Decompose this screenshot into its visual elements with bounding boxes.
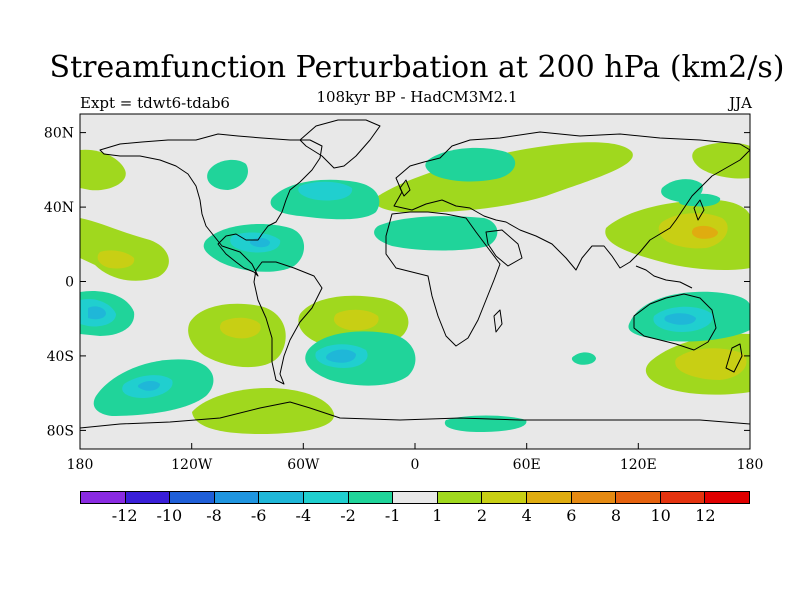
colorbar-swatch — [125, 492, 171, 503]
coast-africa — [385, 211, 501, 347]
coast-madagascar — [493, 309, 503, 333]
contour-fills — [80, 119, 750, 434]
coast-north-america — [99, 133, 323, 277]
colorbar-swatch — [81, 492, 126, 503]
colorbar-swatch — [437, 492, 483, 503]
lon-label-120w: 120W — [171, 457, 213, 473]
coast-australia — [633, 293, 717, 351]
colorbar-label: -10 — [156, 506, 183, 525]
lat-label-80n: 80N — [44, 126, 74, 142]
map-subtitle: 108kyr BP - HadCM3M2.1 — [316, 88, 518, 106]
colorbar-swatch — [660, 492, 706, 503]
coast-eurasia — [393, 131, 750, 271]
coast-indonesia — [635, 265, 693, 289]
colorbar-label: -2 — [340, 506, 356, 525]
colorbar-swatch — [616, 492, 661, 503]
lat-label-80s: 80S — [47, 423, 74, 439]
lon-label-120e: 120E — [620, 457, 657, 473]
lat-label-40s: 40S — [47, 349, 74, 365]
lon-label-180w: 180 — [67, 457, 94, 473]
lon-label-180e: 180 — [737, 457, 764, 473]
colorbar-swatch — [393, 492, 438, 503]
season-label: JJA — [729, 94, 752, 112]
colorbar — [80, 491, 750, 504]
colorbar-swatch — [482, 492, 527, 503]
colorbar-label: 8 — [610, 506, 622, 525]
colorbar-swatch — [214, 492, 260, 503]
coast-new-zealand — [725, 343, 743, 373]
colorbar-label: 12 — [695, 506, 716, 525]
lon-tick-marks — [79, 443, 751, 449]
colorbar-swatch — [526, 492, 572, 503]
coast-japan — [693, 199, 705, 221]
colorbar-label: 2 — [476, 506, 488, 525]
experiment-label: Expt = tdwt6-tdab6 — [80, 94, 230, 112]
colorbar-labels: -12 -10 -8 -6 -4 -2 -1 1 2 4 6 8 10 12 — [80, 506, 750, 526]
lon-label-0: 0 — [411, 457, 420, 473]
colorbar-label: 4 — [521, 506, 532, 525]
colorbar-swatch — [303, 492, 349, 503]
colorbar-swatch — [348, 492, 394, 503]
lon-label-60e: 60E — [513, 457, 541, 473]
colorbar-label: 6 — [566, 506, 577, 525]
lat-label-0: 0 — [65, 275, 74, 291]
colorbar-label: -4 — [295, 506, 312, 525]
lat-tick-marks — [80, 132, 750, 431]
coast-arabia — [485, 229, 523, 267]
colorbar-swatch — [705, 492, 749, 503]
colorbar-label: 10 — [650, 506, 671, 525]
colorbar-label: -6 — [250, 506, 267, 525]
coastlines — [80, 119, 750, 429]
lat-label-40n: 40N — [44, 200, 74, 216]
colorbar-swatch — [571, 492, 617, 503]
colorbar-swatch — [259, 492, 304, 503]
negative-anomaly-level3 — [88, 237, 696, 391]
colorbar-label: -1 — [384, 506, 401, 525]
coast-greenland — [299, 119, 381, 169]
coast-antarctica — [80, 401, 750, 429]
lon-label-60w: 60W — [287, 457, 320, 473]
colorbar-label: 1 — [432, 506, 443, 525]
colorbar-label: -12 — [111, 506, 138, 525]
map-title: Streamfunction Perturbation at 200 hPa (… — [49, 50, 785, 85]
colorbar-label: -8 — [206, 506, 222, 525]
coast-uk — [399, 179, 411, 197]
colorbar-swatch — [170, 492, 215, 503]
coast-south-america — [253, 261, 323, 385]
positive-anomaly-level3 — [691, 225, 718, 239]
